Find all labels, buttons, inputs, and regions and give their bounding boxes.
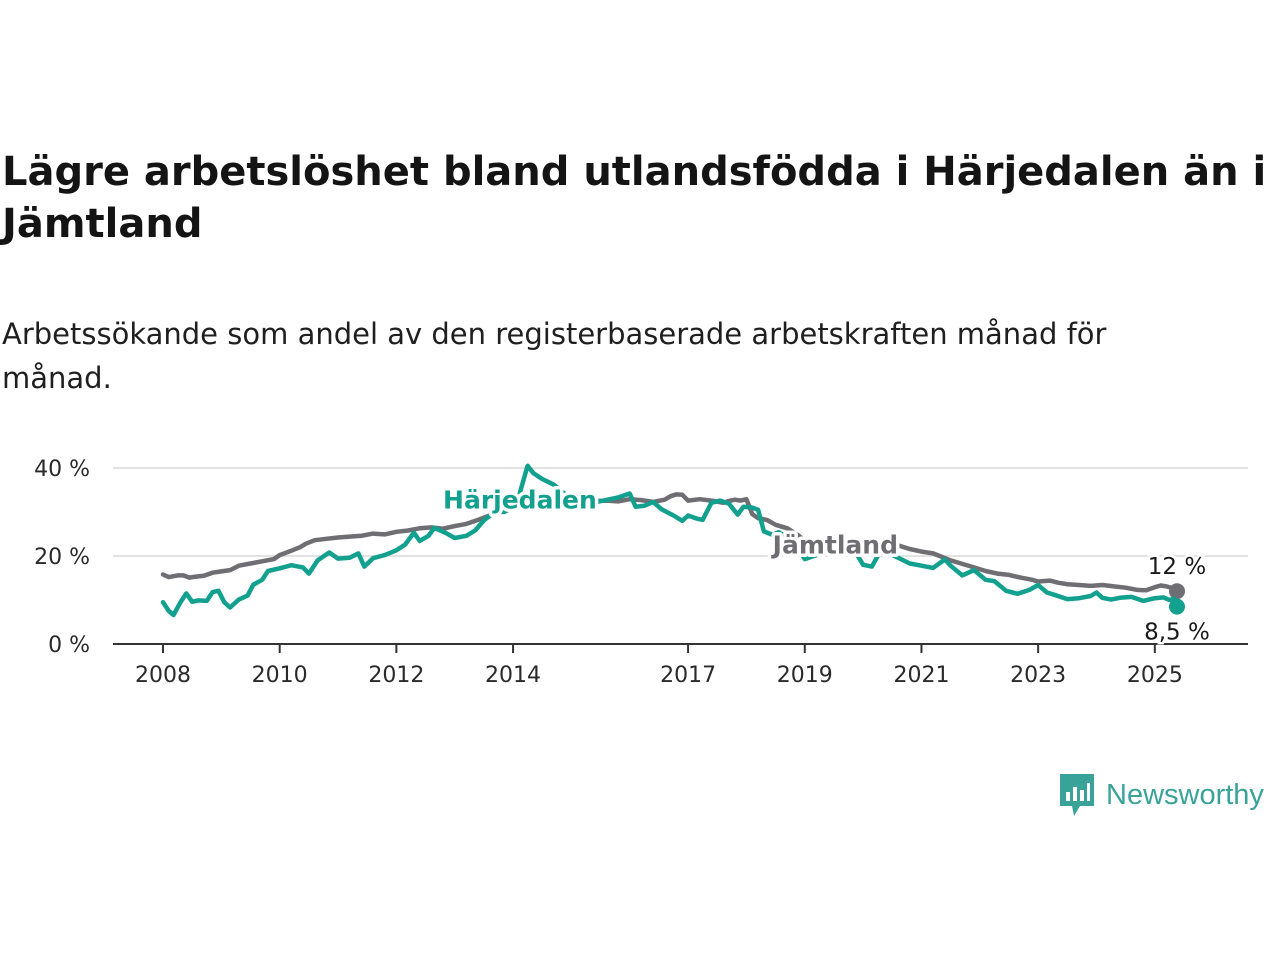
x-tick-label: 2021 (893, 663, 949, 688)
brand-name: Newsworthy (1106, 778, 1264, 811)
y-tick-label: 0 % (48, 633, 90, 658)
newsworthy-logo: Newsworthy (1058, 772, 1264, 818)
x-tick-label: 2010 (252, 663, 308, 688)
labels-group: Jämtland Härjedalen 12 % 8,5 % (440, 482, 1213, 648)
x-tick-label: 2025 (1127, 663, 1183, 688)
y-tick-label: 40 % (34, 457, 90, 482)
series-label-harjedalen: Härjedalen (443, 486, 597, 515)
series-line-jamtland (160, 492, 1180, 594)
end-label-jamtland: 12 % (1148, 554, 1206, 580)
x-tick-label: 2023 (1010, 663, 1066, 688)
series-line-harjedalen (160, 463, 1180, 618)
y-tick-label: 20 % (34, 545, 90, 570)
x-tick-label: 2017 (660, 663, 716, 688)
chart-subtitle: Arbetssökande som andel av den registerb… (2, 317, 1107, 395)
x-tick-label: 2014 (485, 663, 541, 688)
x-tick-label: 2019 (777, 663, 833, 688)
end-point-harjedalen (1168, 598, 1185, 615)
bar-chart-speech-bubble-icon (1060, 774, 1094, 816)
x-tick-label: 2012 (368, 663, 424, 688)
end-label-harjedalen: 8,5 % (1144, 620, 1210, 646)
chart-title: Lägre arbetslöshet bland utlandsfödda i … (2, 149, 1267, 247)
grid-lines (113, 467, 1248, 557)
line-chart: 0 % 20 % 40 % 2008 2010 2012 2014 2017 2019 2021 2… (34, 457, 1248, 688)
end-point-jamtland (1168, 583, 1185, 600)
x-tick-label: 2008 (135, 663, 191, 688)
series-label-jamtland: Jämtland (771, 531, 898, 560)
series-group (160, 463, 1185, 618)
axes: 0 % 20 % 40 % 2008 2010 2012 2014 2017 2019 2021 2… (34, 457, 1248, 688)
